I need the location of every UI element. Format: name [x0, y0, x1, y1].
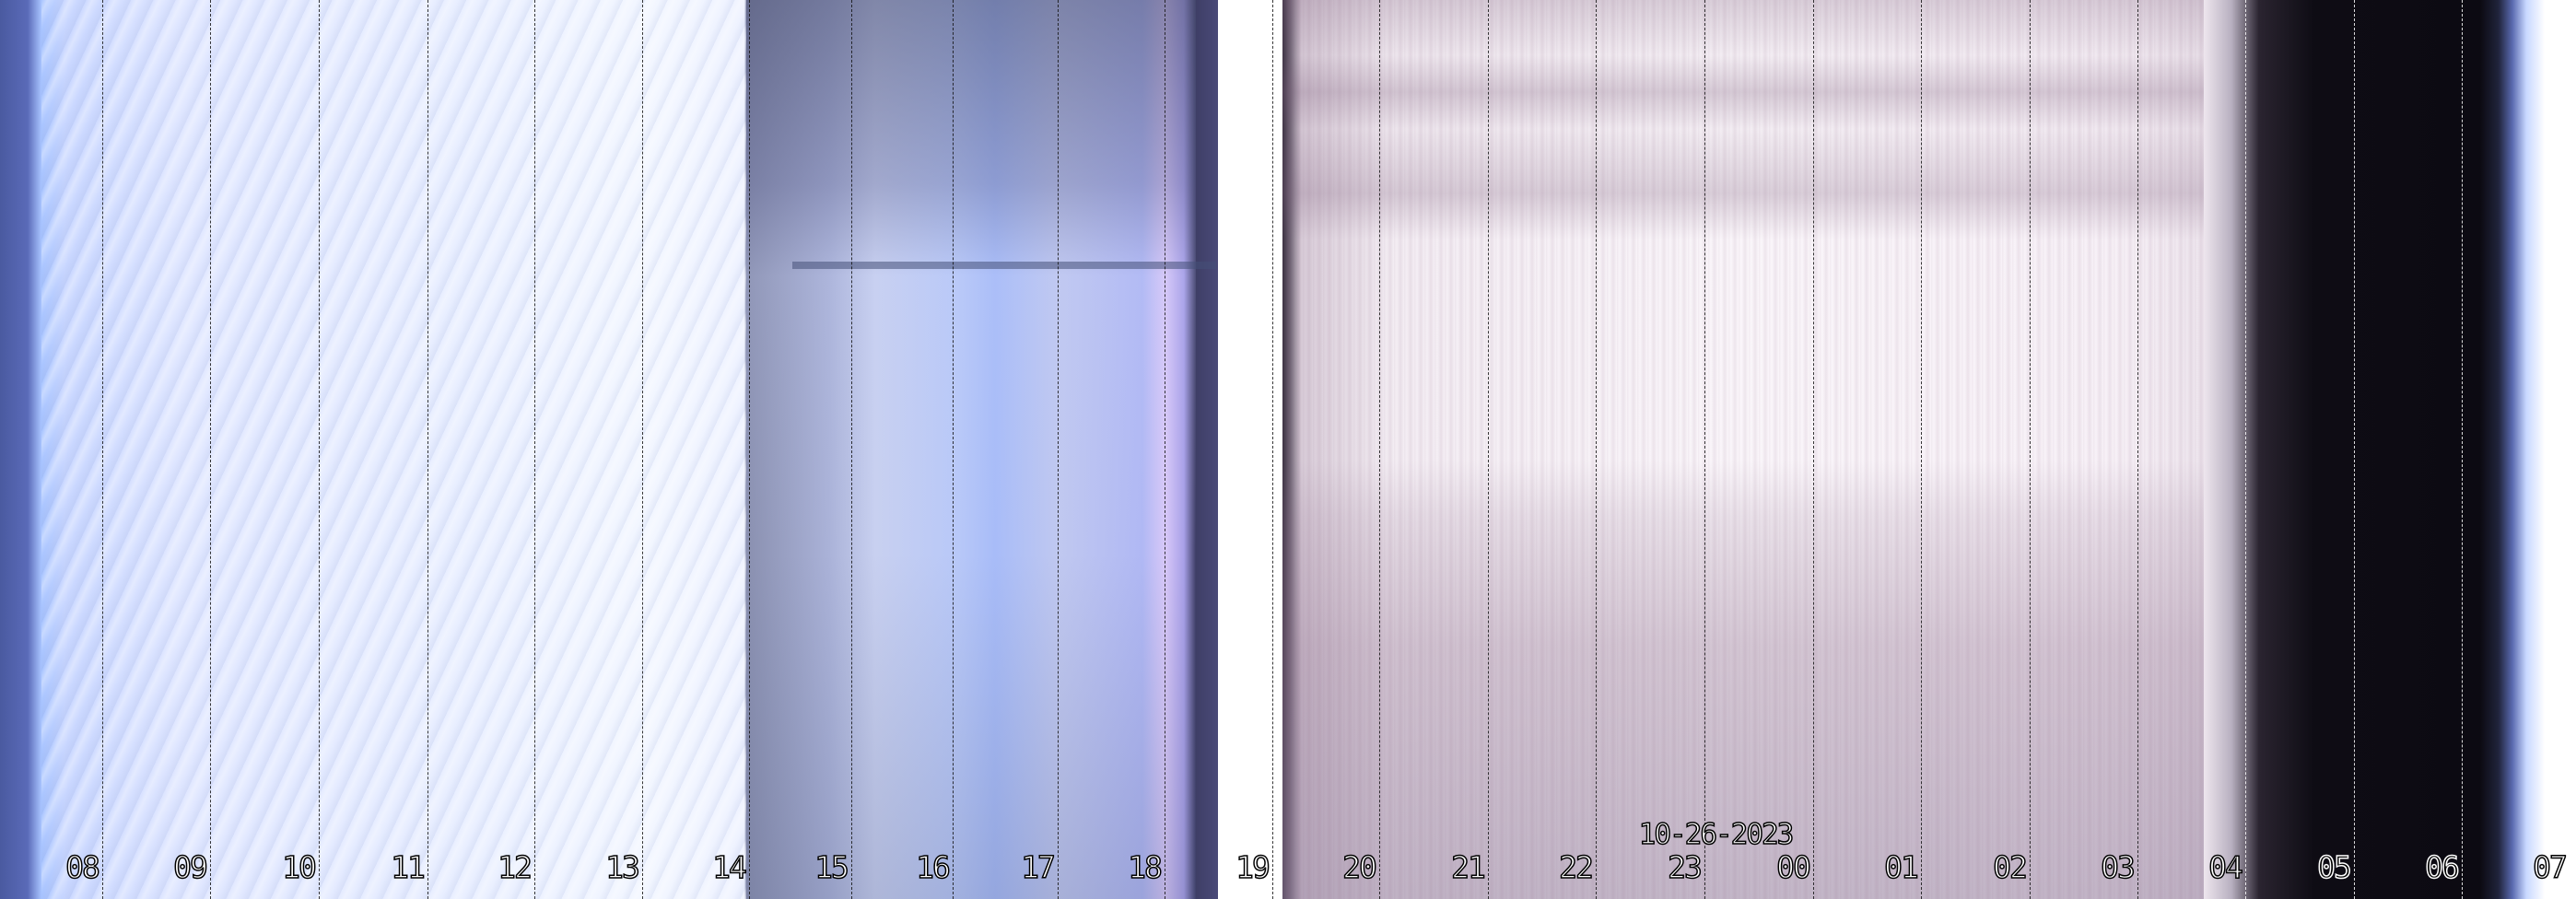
hour-label: 13 [604, 848, 640, 886]
daytime-keogram-panel [0, 0, 1218, 899]
hour-label: 08 [64, 848, 100, 886]
dusk-section [746, 0, 1196, 899]
hour-label: 02 [1992, 848, 2028, 886]
horizontal-bands [1282, 0, 2204, 899]
hour-gridline [1488, 0, 1489, 899]
hour-gridline [642, 0, 643, 899]
hour-gridline [1272, 0, 1273, 899]
hour-label: 23 [1667, 848, 1703, 886]
hour-label: 11 [390, 848, 426, 886]
hour-gridline [534, 0, 535, 899]
hour-gridline [2462, 0, 2463, 899]
panel-gap [1218, 0, 1282, 899]
nighttime-keogram-panel [1282, 0, 2576, 899]
hour-label: 22 [1558, 848, 1594, 886]
hour-label: 12 [497, 848, 533, 886]
cloud-streaks [41, 0, 746, 899]
horizontal-band [792, 262, 1216, 269]
hour-label: 06 [2424, 848, 2460, 886]
vertical-streaks [1282, 0, 2204, 899]
hour-gridline [319, 0, 320, 899]
hour-gridline [1058, 0, 1059, 899]
hour-label: 03 [2100, 848, 2136, 886]
hour-gridline [953, 0, 954, 899]
hour-gridline [2245, 0, 2246, 899]
hour-gridline [851, 0, 852, 899]
hour-gridline [2030, 0, 2031, 899]
hour-gridline [1921, 0, 1922, 899]
hour-label: 05 [2316, 848, 2352, 886]
hour-gridline [2137, 0, 2138, 899]
hour-gridline [1596, 0, 1597, 899]
hour-label: 01 [1883, 848, 1919, 886]
hour-label: 18 [1127, 848, 1163, 886]
date-label: 10-26-2023 [1638, 817, 1795, 852]
hour-gridline [210, 0, 211, 899]
hour-gridline [1813, 0, 1814, 899]
hour-label: 15 [814, 848, 849, 886]
hour-gridline [1704, 0, 1705, 899]
hour-label: 09 [172, 848, 208, 886]
hour-label: 07 [2532, 848, 2568, 886]
hour-gridline [1379, 0, 1380, 899]
hour-label: 16 [915, 848, 951, 886]
hour-label: 19 [1235, 848, 1270, 886]
hour-label: 04 [2207, 848, 2243, 886]
hour-label: 20 [1341, 848, 1377, 886]
hour-label: 14 [711, 848, 747, 886]
hour-gridline [749, 0, 750, 899]
hour-label: 21 [1450, 848, 1486, 886]
hour-label: 17 [1020, 848, 1056, 886]
hour-gridline [2354, 0, 2355, 899]
hour-label: 00 [1775, 848, 1811, 886]
hour-gridline [102, 0, 103, 899]
hour-gridline [427, 0, 428, 899]
hour-label: 10 [281, 848, 317, 886]
